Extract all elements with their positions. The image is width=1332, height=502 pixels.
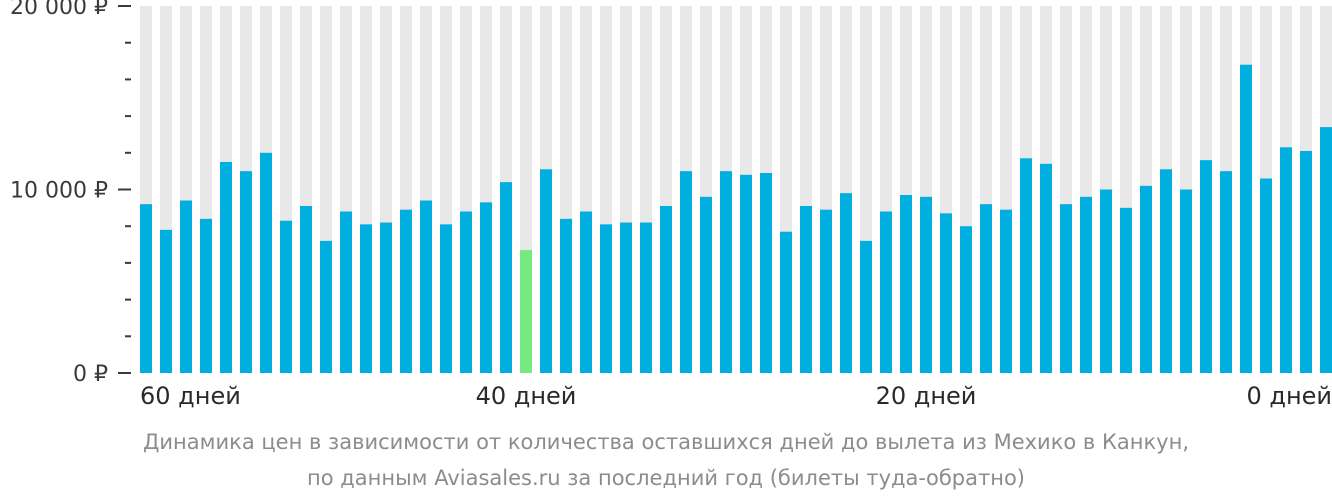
bar[interactable] [540,169,552,373]
bar[interactable] [1100,189,1112,374]
bar[interactable] [360,224,372,373]
bar[interactable] [560,218,572,373]
bar[interactable] [240,171,252,373]
bar[interactable] [740,174,752,373]
bar[interactable] [400,209,412,373]
bar[interactable] [680,171,692,373]
bar[interactable] [920,196,932,373]
bar-highlight[interactable] [520,250,532,373]
bar[interactable] [860,240,872,373]
bar[interactable] [460,211,472,373]
bar[interactable] [280,220,292,373]
bar[interactable] [620,222,632,373]
x-tick-label: 60 дней [140,382,241,410]
y-tick-label: 0 ₽ [73,362,108,387]
bar[interactable] [820,209,832,373]
bar[interactable] [1060,204,1072,373]
price-chart: 0 ₽ 10 000 ₽ 20 000 ₽ 60 дней 40 дней 20 дне… [10,0,1332,410]
bar[interactable] [1120,207,1132,373]
bar[interactable] [1240,64,1252,373]
bar[interactable] [500,182,512,373]
bar[interactable] [420,200,432,373]
x-tick-label: 40 дней [476,382,577,410]
x-tick-label: 0 дней [1246,382,1332,410]
bar[interactable] [720,171,732,373]
bar[interactable] [1080,196,1092,373]
y-axis: 0 ₽ 10 000 ₽ 20 000 ₽ [10,0,131,387]
y-tick-label: 10 000 ₽ [10,179,108,204]
caption-line-2: по данным Aviasales.ru за последний год … [307,466,1025,490]
bar[interactable] [1320,127,1332,373]
bar[interactable] [380,222,392,373]
bar[interactable] [780,231,792,373]
bar[interactable] [660,206,672,373]
bars [140,64,1332,374]
bar[interactable] [640,222,652,373]
bar[interactable] [580,211,592,373]
bar[interactable] [160,229,172,373]
bar[interactable] [180,200,192,373]
bar[interactable] [1180,189,1192,374]
bar[interactable] [340,211,352,373]
bar[interactable] [700,196,712,373]
bar[interactable] [1280,147,1292,373]
bar[interactable] [1260,178,1272,373]
bar[interactable] [600,224,612,373]
bar[interactable] [900,195,912,373]
x-axis: 60 дней 40 дней 20 дней 0 дней [140,382,1332,410]
bar[interactable] [1040,163,1052,373]
bar[interactable] [760,172,772,373]
bar[interactable] [260,152,272,373]
bar[interactable] [1020,158,1032,373]
bar[interactable] [300,206,312,373]
bar[interactable] [940,213,952,373]
bar[interactable] [840,193,852,373]
caption-line-1: Динамика цен в зависимости от количества… [143,430,1189,454]
bar[interactable] [140,204,152,373]
x-tick-label: 20 дней [876,382,977,410]
bar[interactable] [1160,169,1172,373]
bar[interactable] [1220,171,1232,373]
bar[interactable] [1300,150,1312,373]
bar[interactable] [200,218,212,373]
bar[interactable] [1140,185,1152,373]
y-tick-label: 20 000 ₽ [10,0,108,20]
bar[interactable] [220,161,232,373]
bar[interactable] [1200,160,1212,373]
background-columns [140,6,1332,373]
bar[interactable] [480,202,492,373]
bar[interactable] [960,226,972,373]
bar[interactable] [1000,209,1012,373]
bar[interactable] [800,206,812,373]
bar[interactable] [440,224,452,373]
bar[interactable] [880,211,892,373]
bar[interactable] [980,204,992,373]
bar[interactable] [320,240,332,373]
